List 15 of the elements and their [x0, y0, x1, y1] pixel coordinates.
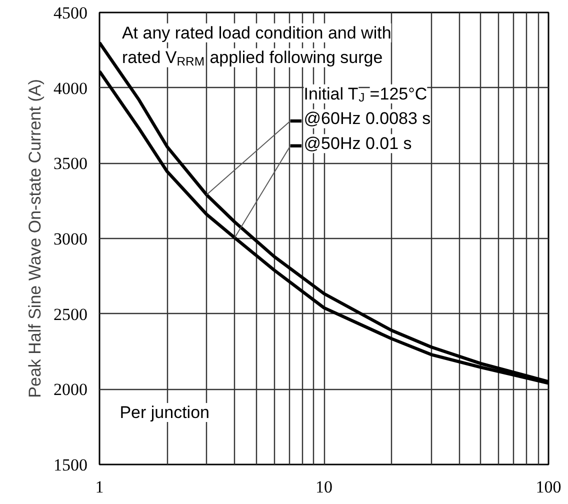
annotation: At any rated load condition and with — [122, 23, 392, 42]
y-tick-label: 4500 — [54, 4, 88, 22]
y-tick-label: 2500 — [54, 304, 88, 324]
legend-label: @60Hz 0.0083 s — [304, 109, 431, 128]
y-tick-label: 2000 — [54, 380, 88, 400]
y-tick-label: 3500 — [54, 154, 88, 174]
x-tick-label: 10 — [316, 478, 332, 496]
legend-label: @50Hz 0.01 s — [304, 134, 412, 154]
x-tick-label: 1 — [95, 478, 104, 496]
annotation: Per junction — [120, 403, 210, 422]
x-tick-label: 100 — [536, 478, 562, 496]
y-tick-label: 1500 — [54, 456, 88, 474]
y-tick-label: 3000 — [54, 230, 88, 248]
y-tick-label: 4000 — [54, 78, 88, 98]
y-axis-title: Peak Half Sine Wave On-state Current (A) — [26, 79, 44, 398]
